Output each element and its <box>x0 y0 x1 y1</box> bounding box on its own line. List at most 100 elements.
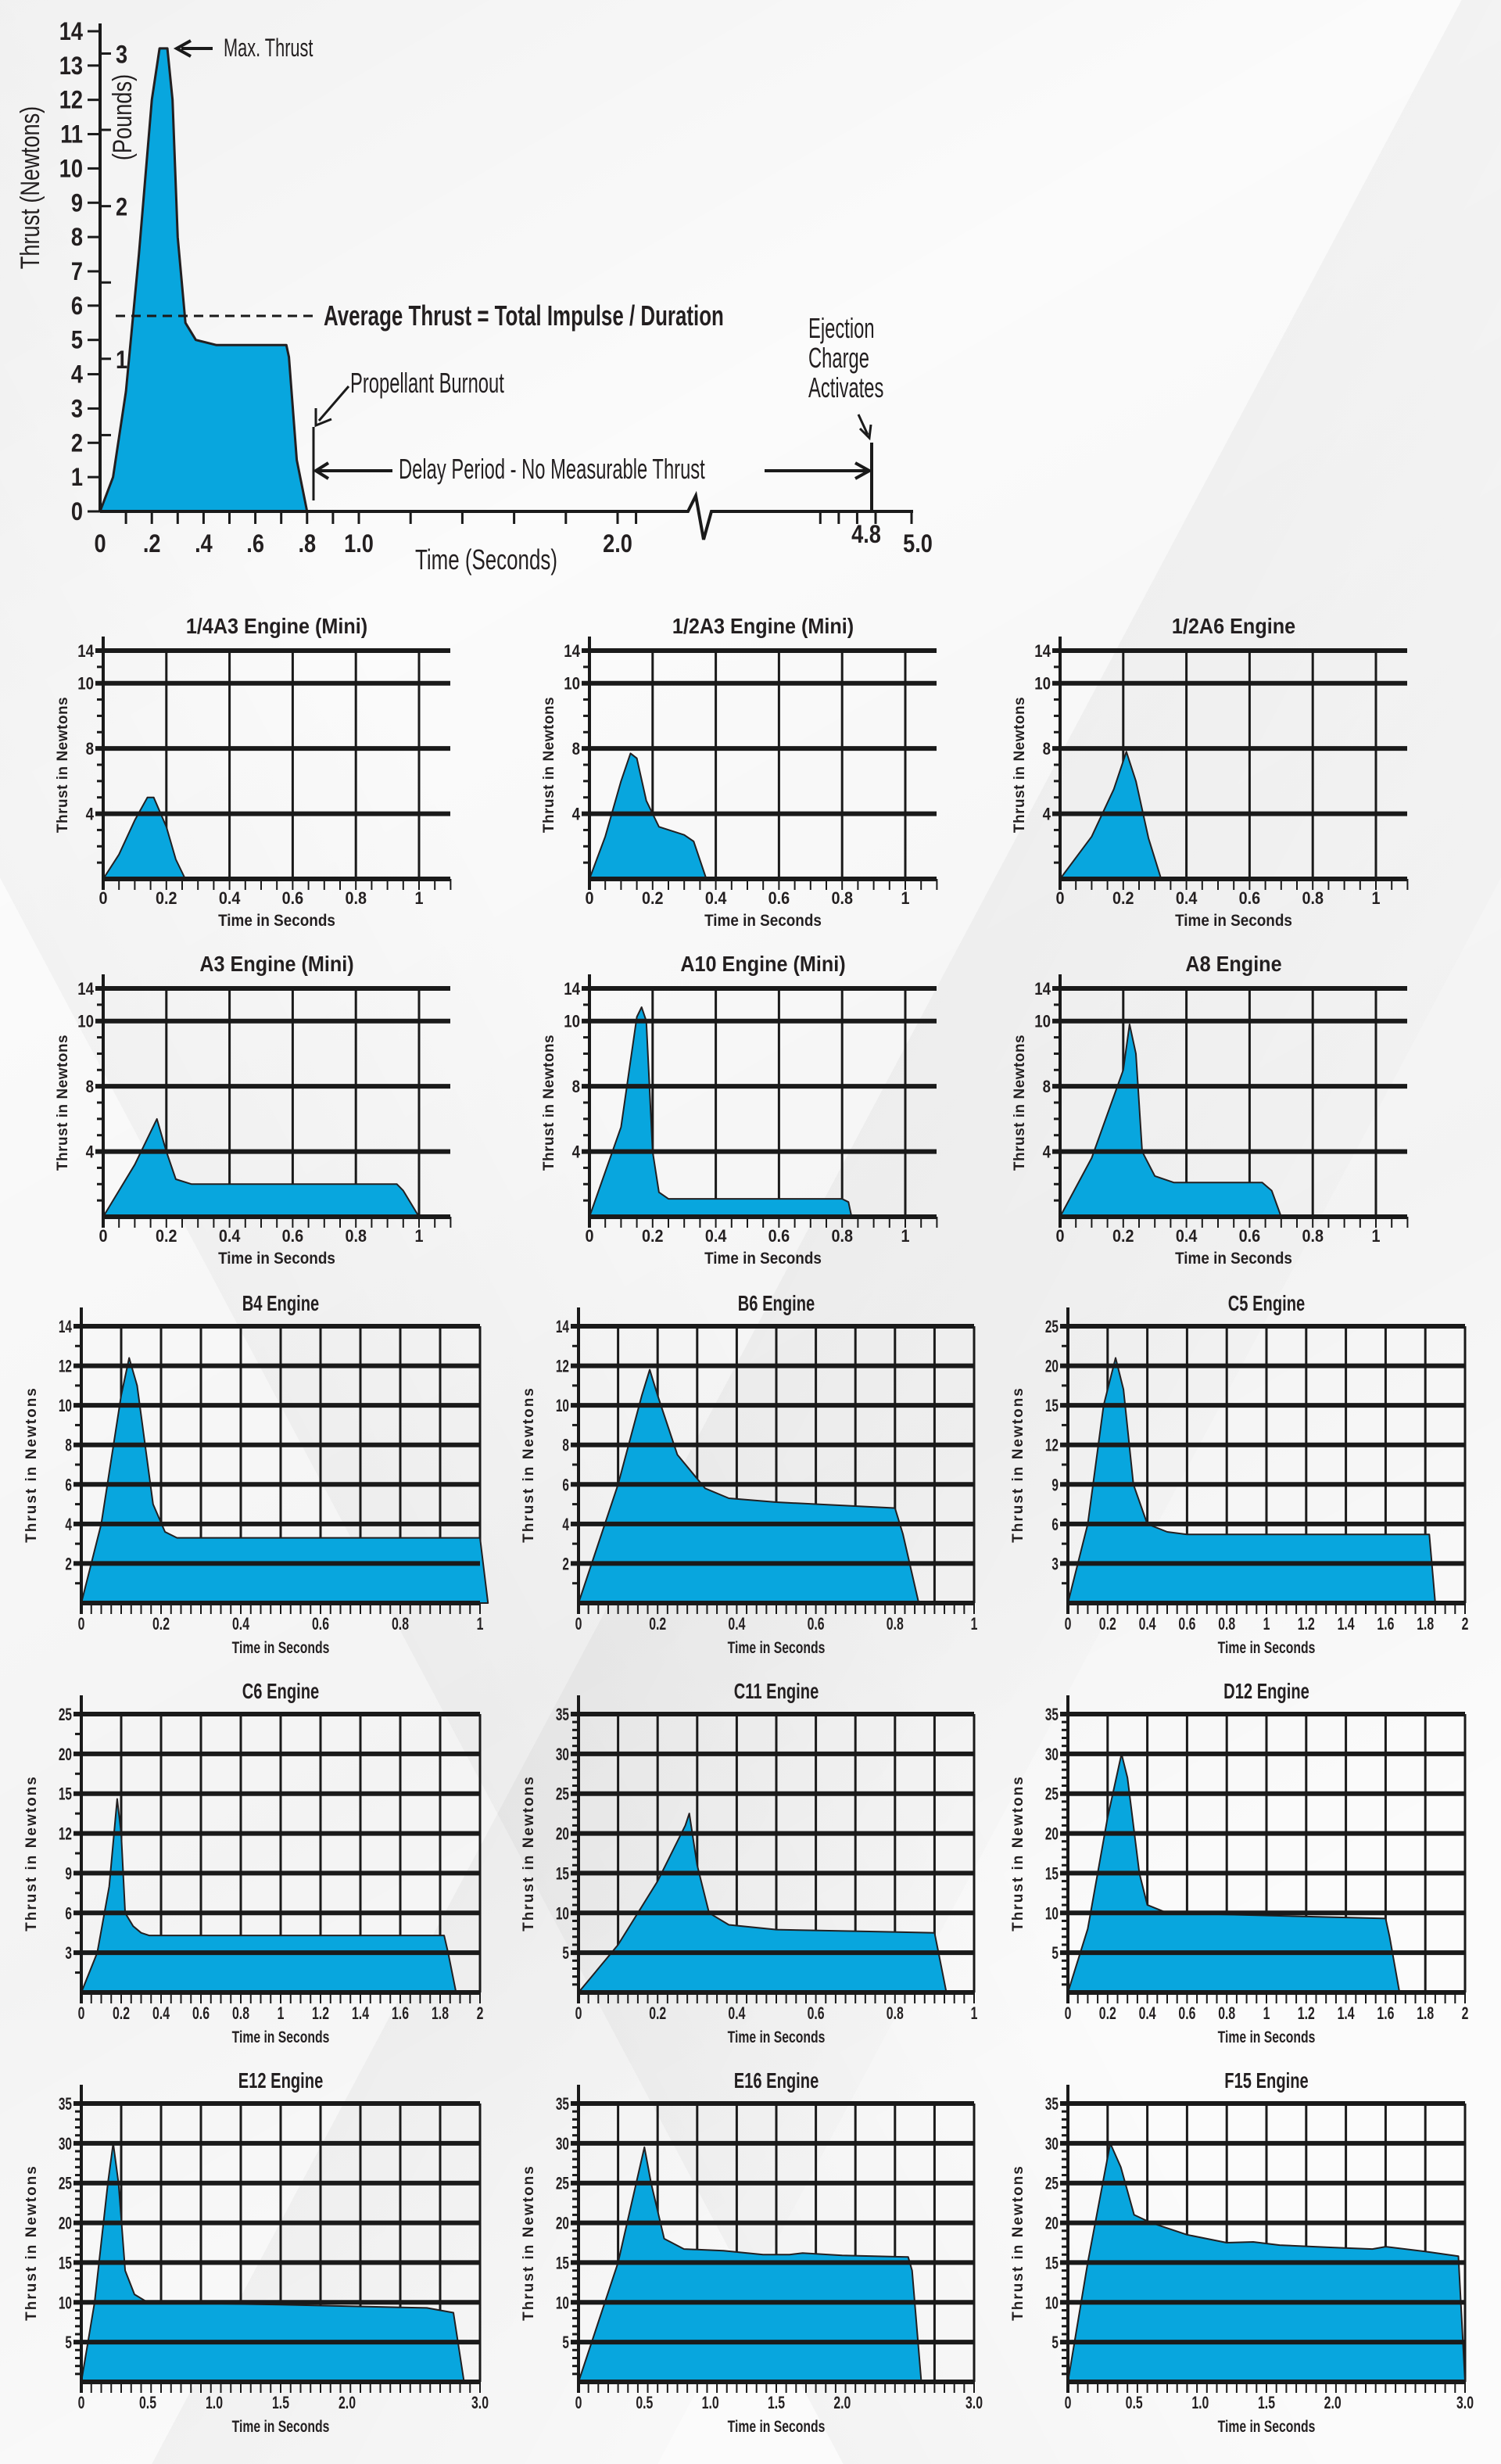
engine-chart-1-2a3-engine-mini: 4 8 10 14 0 0.2 0.4 0.6 0.8 1 1/2A3 Engine (Mini) T… <box>541 614 938 930</box>
y-tick-label: 15 <box>1045 1865 1059 1884</box>
x-tick-label: .2 <box>143 530 161 558</box>
x-tick-label: 0.5 <box>1126 2394 1143 2413</box>
engine-chart-a3-engine-mini: 4 8 10 14 0 0.2 0.4 0.6 0.8 1 A3 Engine (Mini) Time… <box>55 952 452 1268</box>
thrust-area <box>99 47 309 513</box>
x-tick-label: 0.8 <box>831 889 853 908</box>
y-axis-label: Thrust in Newtons <box>1010 1775 1026 1931</box>
x-tick-label: .4 <box>195 530 213 558</box>
x-tick-label: 0.6 <box>1239 889 1261 908</box>
chart-title: C5 Engine <box>1228 1292 1305 1316</box>
x-axis-label: Time in Seconds <box>232 2417 330 2436</box>
y-tick-label: 15 <box>556 1865 569 1884</box>
y-tick-label: 4 <box>1043 1143 1051 1162</box>
max-thrust-arrow-icon <box>173 39 213 58</box>
x-tick-label: 1.4 <box>352 2005 369 2024</box>
x-tick-label: 0 <box>94 530 106 558</box>
x-tick-label: 0.2 <box>642 889 664 908</box>
ejection-charge-label: Charge <box>808 343 869 374</box>
x-tick-label: 0.2 <box>1112 889 1134 908</box>
y-tick-label: 15 <box>59 1785 72 1804</box>
x-tick-label: 0.6 <box>808 2005 825 2024</box>
y-tick-label: 25 <box>59 1705 72 1724</box>
y-tick-label: 14 <box>77 643 94 662</box>
y-tick-label: 20 <box>556 1825 569 1844</box>
y-tick-label: 4 <box>86 1143 95 1162</box>
x-axis-with-break <box>100 490 913 540</box>
y-tick-label: 10 <box>77 1013 94 1031</box>
chart-title: E16 Engine <box>734 2069 819 2093</box>
x-tick-label: 0.6 <box>1239 1227 1261 1246</box>
x-axis-label: Time in Seconds <box>704 1250 822 1268</box>
chart-title: C11 Engine <box>734 1680 819 1704</box>
x-tick-label: 0.8 <box>1302 1227 1324 1246</box>
x-tick-label: 0 <box>78 2394 85 2413</box>
ejection-charge-label: Activates <box>808 372 883 403</box>
y-tick-label: 25 <box>1045 1318 1059 1336</box>
x-tick-label: 2.0 <box>833 2394 851 2413</box>
x-tick-label: 1 <box>971 2005 978 2024</box>
y-tick-label: 35 <box>59 2095 72 2114</box>
x-tick-label: 0.2 <box>642 1227 664 1246</box>
y-tick-label: 10 <box>556 1905 569 1924</box>
y-tick-label: 10 <box>564 1013 580 1031</box>
x-tick-label: 1.6 <box>1377 1616 1394 1634</box>
x-tick-label: 0.2 <box>113 2005 130 2024</box>
y-tick-label: 10 <box>564 675 580 694</box>
engine-chart-a8-engine: 4 8 10 14 0 0.2 0.4 0.6 0.8 1 A8 Engine Time in Sec… <box>1012 952 1409 1268</box>
chart-title: 1/2A3 Engine (Mini) <box>672 614 854 639</box>
y-tick-label: 14 <box>1034 981 1051 999</box>
y-tick-label: 3 <box>1051 1555 1059 1574</box>
x-axis-label: Time in Seconds <box>1175 1250 1292 1268</box>
engine-chart-1-2a6-engine: 4 8 10 14 0 0.2 0.4 0.6 0.8 1 1/2A6 Engine Time in … <box>1012 614 1409 930</box>
y-tick-label: 6 <box>65 1905 72 1924</box>
ejection-arrow-icon <box>857 414 872 441</box>
engine-chart-e16-engine: 5 10 15 20 25 30 35 0 0.5 1.0 1.5 2.0 3.0 E16 Engine T… <box>521 2069 983 2436</box>
y-tick-label: 4 <box>572 805 581 824</box>
y-tick-label: 10 <box>77 675 94 694</box>
x-tick-label: 2.0 <box>339 2394 356 2413</box>
pounds-tick-label: 1 <box>116 346 127 375</box>
x-tick-label: 1.4 <box>1338 1616 1355 1634</box>
y-tick-label: 10 <box>1034 675 1051 694</box>
y-tick-label: 5 <box>1051 2334 1059 2353</box>
x-tick-label: 0.2 <box>152 1616 170 1634</box>
x-tick-label: 1.6 <box>392 2005 409 2024</box>
x-tick-label: 0 <box>1065 2394 1072 2413</box>
y-tick-label: 10 <box>59 155 83 183</box>
y-tick-label: 35 <box>1045 1705 1059 1724</box>
y-axis-label: Thrust in Newtons <box>541 1035 557 1171</box>
delay-period-arrow-icon <box>313 461 873 480</box>
y-axis-label: Thrust in Newtons <box>1010 1386 1026 1543</box>
x-tick-label: 0.4 <box>728 1616 745 1634</box>
y-tick-label: 30 <box>59 2135 72 2154</box>
y-tick-label: 11 <box>60 121 83 149</box>
engine-chart-c5-engine: 3 6 9 12 15 20 25 0 0.2 0.4 0.6 0.8 1 1.2 1.4 1.6 1.8 2 C5… <box>1010 1292 1468 1657</box>
y-tick-label: 12 <box>556 1358 569 1376</box>
y-tick-label: 25 <box>556 1785 569 1804</box>
burnout-arrow-icon <box>314 386 350 428</box>
y-axis-label: Thrust in Newtons <box>23 2165 40 2321</box>
x-tick-label: 1 <box>414 889 423 908</box>
y-tick-label: 12 <box>59 1825 72 1844</box>
y-tick-label: 30 <box>556 1745 569 1764</box>
y-tick-label: 15 <box>1045 1397 1059 1416</box>
y-tick-label: 12 <box>1045 1436 1059 1455</box>
x-tick-label: 1.0 <box>344 530 374 558</box>
y-tick-label: 25 <box>59 2175 72 2193</box>
y-tick-label: 9 <box>65 1865 72 1884</box>
x-tick-label: 0 <box>99 1227 107 1246</box>
x-axis-label: Time in Seconds <box>232 1638 330 1657</box>
thrust-area <box>578 1368 920 1604</box>
thrust-area <box>589 752 708 880</box>
y-tick-label: 7 <box>71 258 83 286</box>
thrust-area <box>1067 1357 1436 1604</box>
y-tick-label: 4 <box>1043 805 1051 824</box>
engine-chart-b4-engine: 2 4 6 8 10 12 14 0 0.2 0.4 0.6 0.8 1 B4 Engine Time in… <box>23 1292 489 1657</box>
x-tick-label: 0.6 <box>1178 1616 1195 1634</box>
x-tick-label: 1 <box>1371 889 1380 908</box>
x-tick-label: 2 <box>1462 2005 1469 2024</box>
x-tick-label: 0.4 <box>1176 1227 1198 1246</box>
pounds-axis-label: (Pounds) <box>107 74 138 160</box>
thrust-area <box>102 796 186 880</box>
y-tick-label: 4 <box>86 805 95 824</box>
